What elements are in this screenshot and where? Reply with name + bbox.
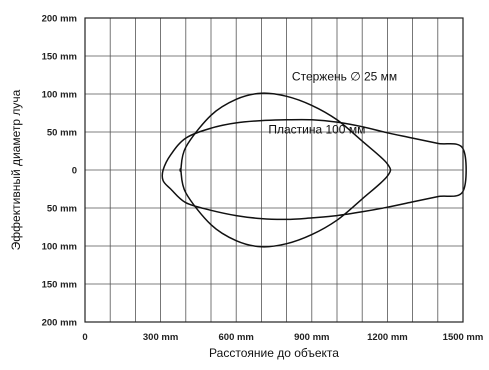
y-tick-label: 200 mm	[42, 14, 77, 25]
y-tick-label: 150 mm	[42, 52, 77, 63]
plot-frame	[84, 17, 464, 323]
y-tick-label: 50 mm	[47, 128, 77, 139]
x-tick-labels: 0 300 mm 600 mm 900 mm 1200 mm 1500 mm	[82, 332, 483, 343]
y-tick-label: 50 mm	[47, 204, 77, 215]
x-tick-label: 600 mm	[219, 332, 254, 343]
annotation-plate: Пластина 100 мм	[268, 123, 365, 137]
y-tick-labels: 200 mm 150 mm 100 mm 50 mm 0 50 mm 100 mm 150 m…	[42, 14, 77, 329]
x-tick-label: 1200 mm	[367, 332, 408, 343]
y-tick-label: 150 mm	[42, 280, 77, 291]
y-tick-label: 0	[72, 166, 77, 177]
x-tick-label: 900 mm	[294, 332, 329, 343]
y-tick-label: 200 mm	[42, 318, 77, 329]
series-rod-curve	[179, 92, 392, 248]
x-axis-title: Расстояние до объекта	[209, 346, 339, 360]
series-annotations: Стержень ∅ 25 мм Пластина 100 мм	[268, 69, 397, 136]
x-tick-label: 0	[82, 332, 87, 343]
grid-lines	[85, 18, 463, 322]
y-axis-title: Эффективный диаметр луча	[9, 89, 23, 250]
x-tick-label: 300 mm	[143, 332, 178, 343]
x-tick-label: 1500 mm	[443, 332, 484, 343]
y-tick-label: 100 mm	[42, 242, 77, 253]
y-tick-label: 100 mm	[42, 90, 77, 101]
annotation-rod: Стержень ∅ 25 мм	[292, 69, 397, 83]
